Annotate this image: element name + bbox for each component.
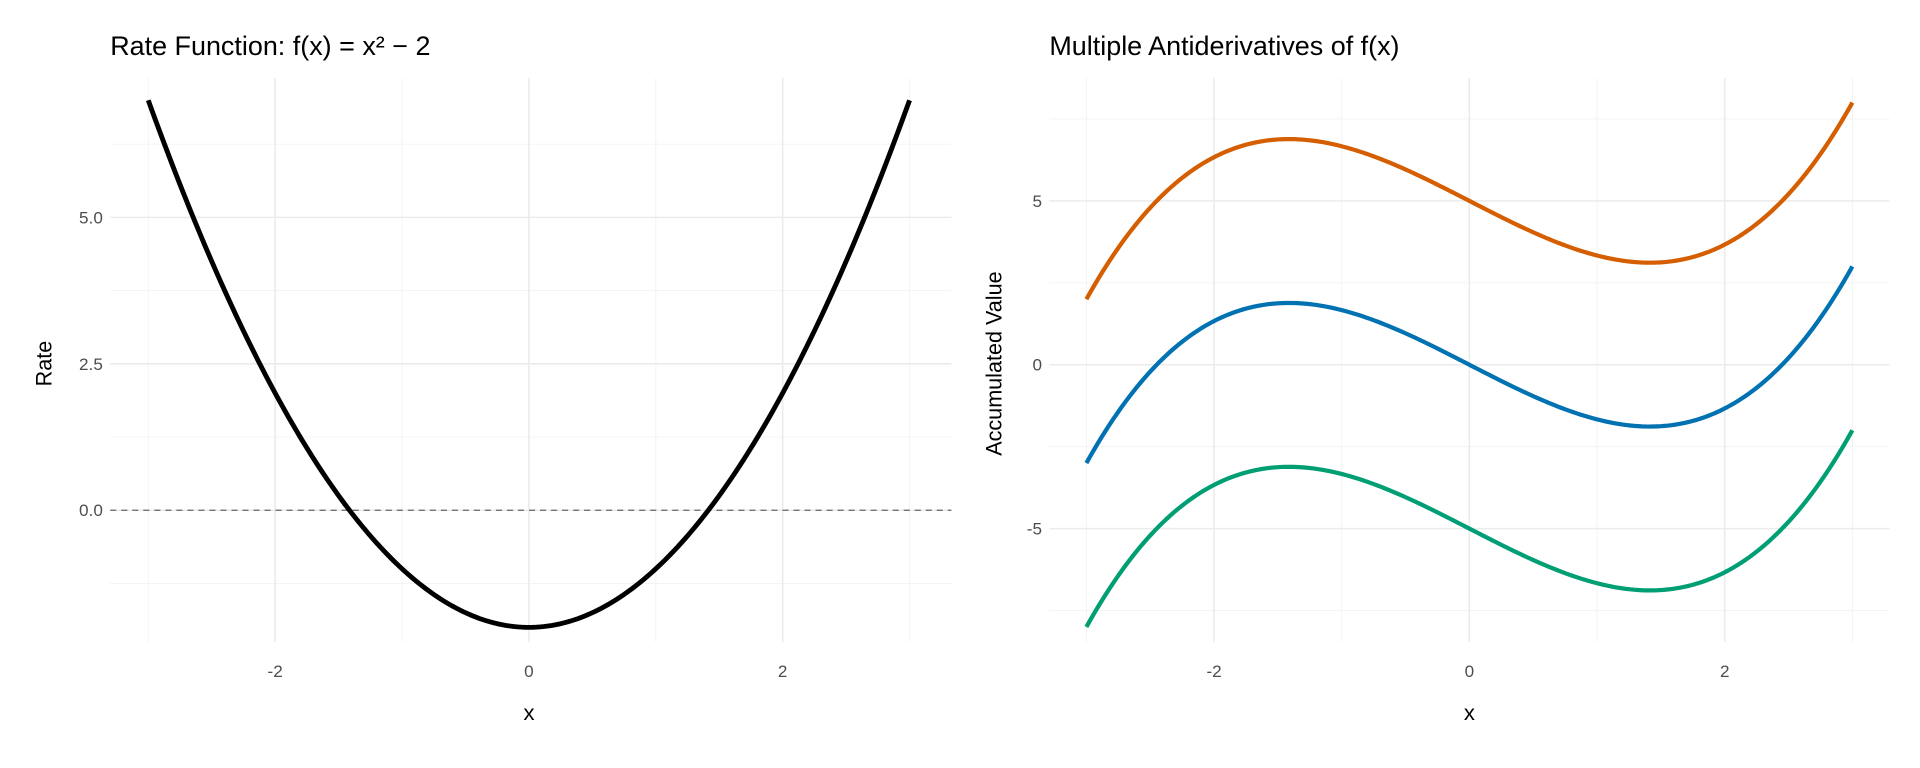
x-tick-label: -2 — [1206, 662, 1221, 681]
series-line — [1084, 265, 1855, 465]
x-axis-label: x — [523, 700, 534, 725]
x-tick-label: 0 — [1465, 662, 1475, 681]
x-axis-label: x — [1464, 700, 1475, 725]
y-axis-label: Accumulated Value — [981, 271, 1006, 455]
rate-function-panel: -2 0 2 0.0 2.5 5.0 Rate Function: f(x) = x² −… — [31, 31, 952, 725]
y-tick-label: 5 — [1033, 192, 1043, 211]
y-tick-label: 0.0 — [79, 501, 103, 520]
series-line — [1084, 101, 1855, 301]
x-tick-label: 0 — [524, 662, 534, 681]
grid: -2 0 2 -5 0 5 — [1027, 78, 1890, 681]
y-tick-label: -5 — [1027, 520, 1042, 539]
x-tick-label: 2 — [778, 662, 788, 681]
y-tick-label: 5.0 — [79, 209, 103, 228]
x-tick-label: 2 — [1720, 662, 1730, 681]
antiderivatives-panel: -2 0 2 -5 0 5 Multiple Antiderivatives of f(x… — [981, 31, 1890, 725]
chart-title: Rate Function: f(x) = x² − 2 — [110, 31, 430, 61]
series-line — [1084, 429, 1855, 628]
marks — [110, 99, 952, 630]
grid: -2 0 2 0.0 2.5 5.0 — [79, 78, 952, 681]
chart-title: Multiple Antiderivatives of f(x) — [1049, 31, 1399, 61]
y-axis-label: Rate — [31, 341, 56, 387]
x-tick-label: -2 — [268, 662, 283, 681]
y-tick-label: 2.5 — [79, 355, 103, 374]
y-tick-label: 0 — [1033, 356, 1043, 375]
marks — [1084, 101, 1855, 628]
series-line — [145, 99, 912, 630]
